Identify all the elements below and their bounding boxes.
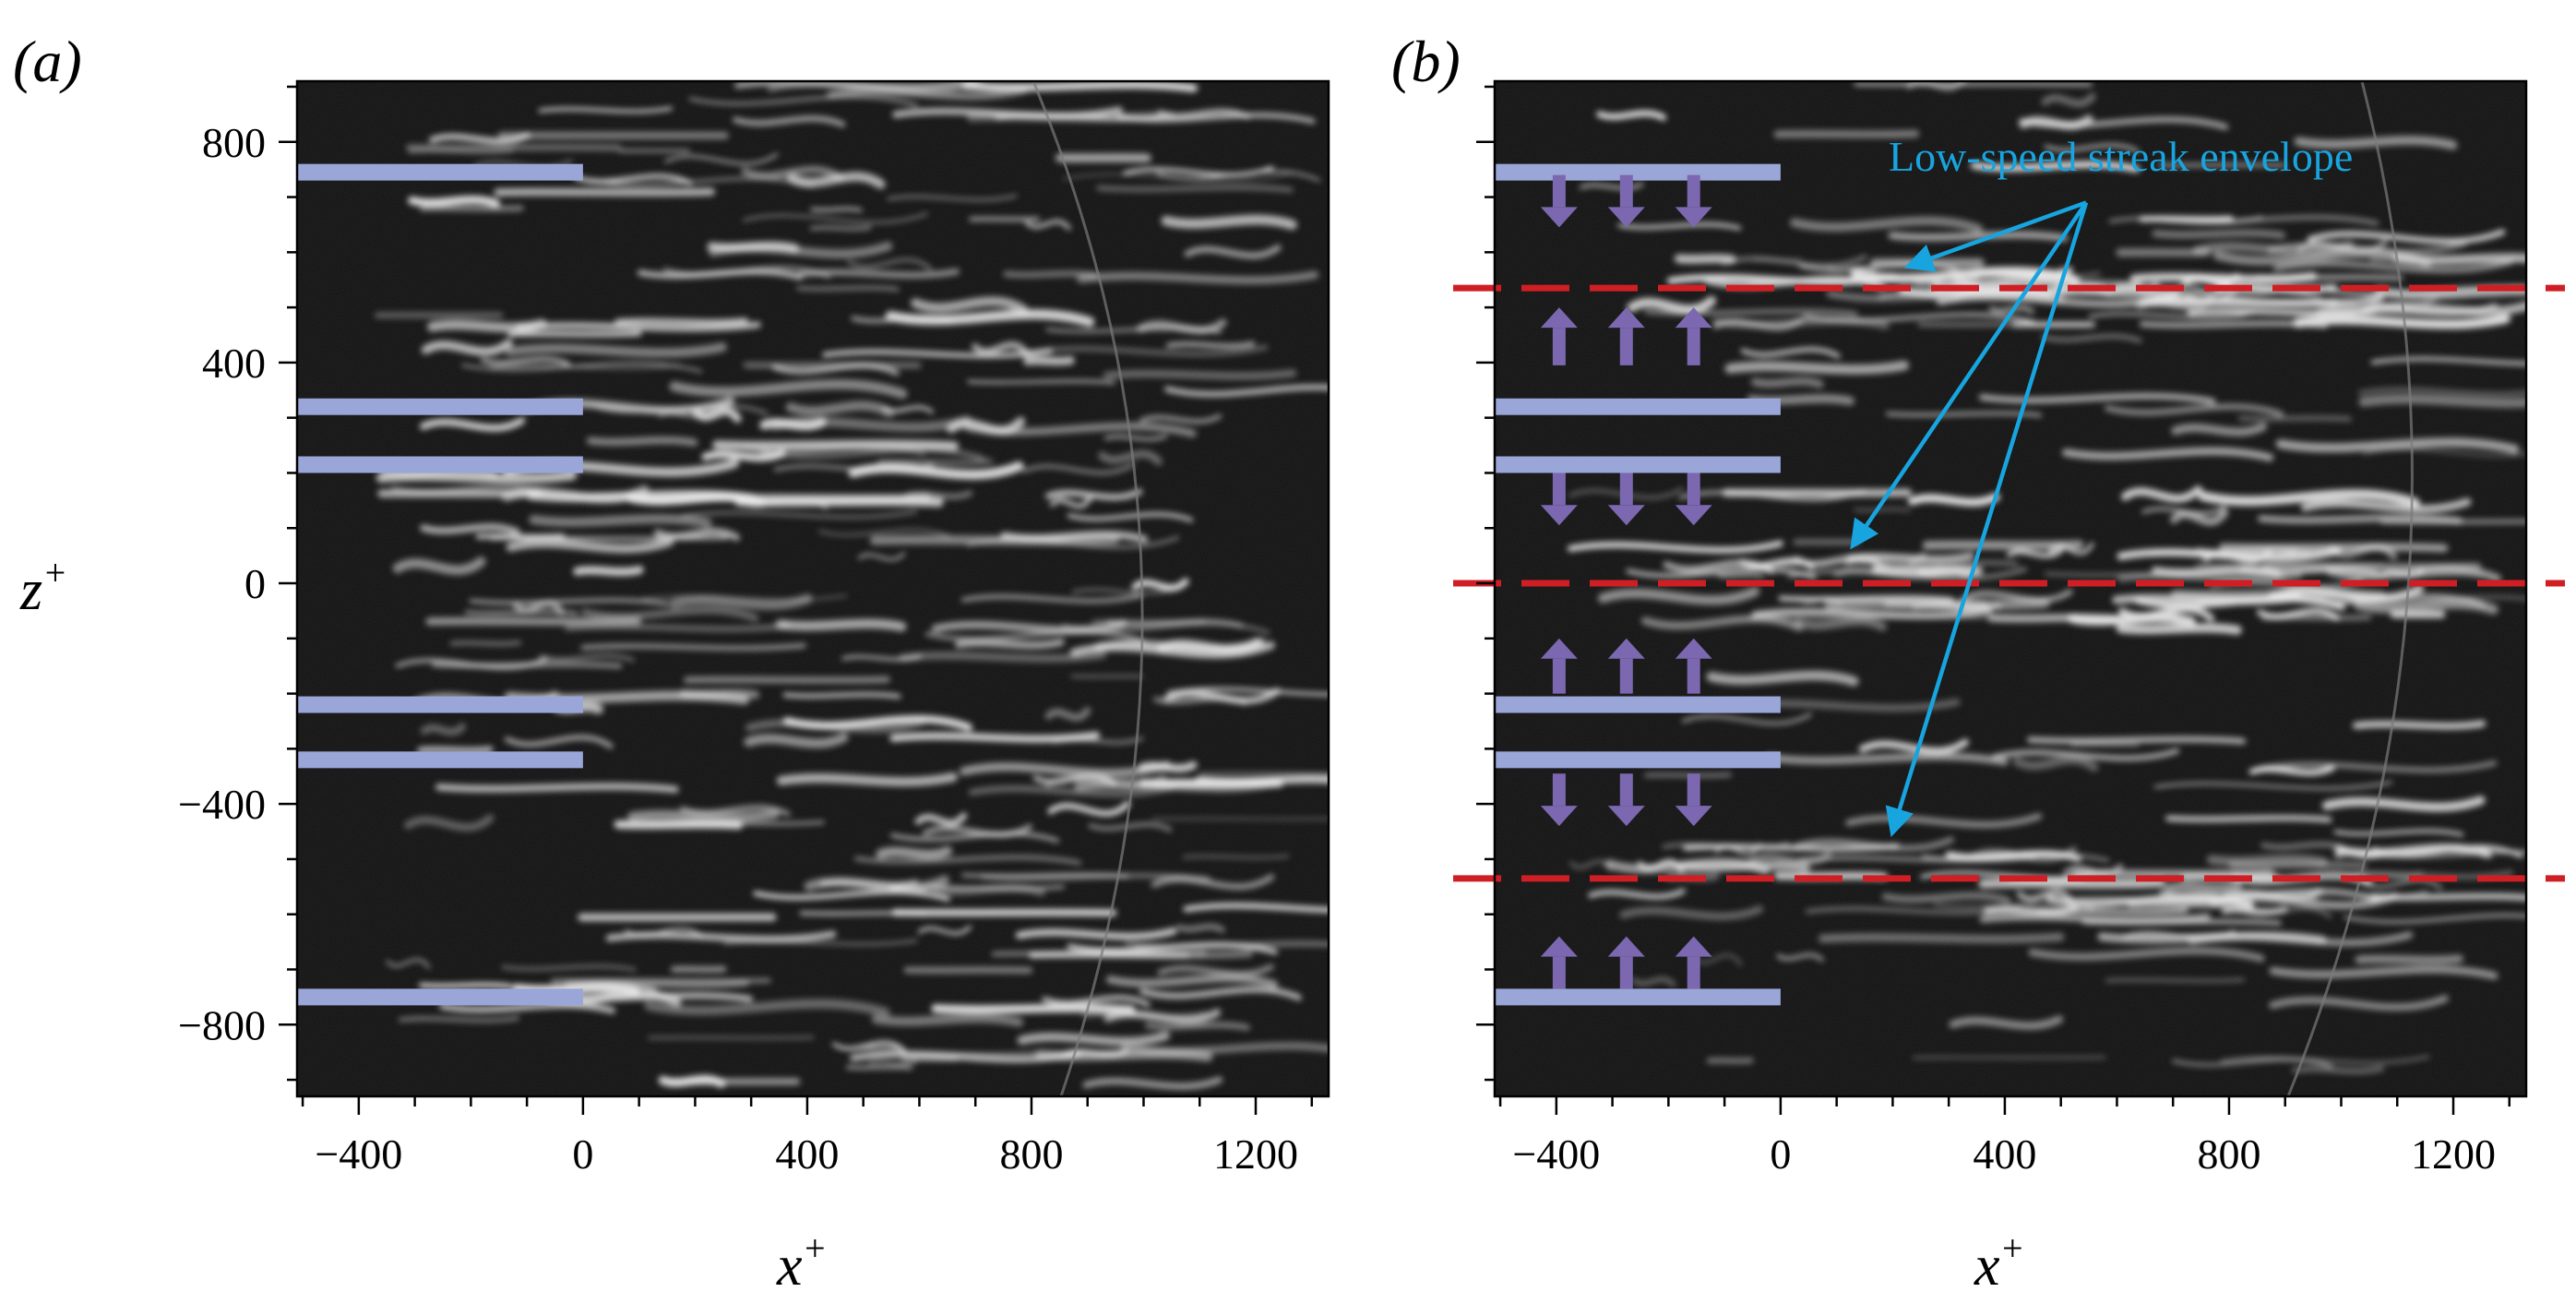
flow-arrow-head [1540,806,1578,827]
x-tick-label: 800 [2197,1131,2260,1178]
panel-a-image [297,81,1329,1096]
x-tick-label: −400 [1512,1131,1600,1178]
actuator-strip [1495,988,1781,1006]
flow-arrow-head [1607,638,1645,659]
y-tick-label: 800 [202,119,266,166]
panel-a-ylabel: z+ [19,552,67,622]
actuator-strip [297,696,583,713]
flow-arrow-head [1540,638,1578,659]
x-tick-label: 1200 [1213,1131,1298,1178]
actuator-strip [1495,696,1781,713]
y-tick-label: 400 [202,340,266,387]
axes-frame [295,79,1330,1098]
x-tick-label: 0 [1770,1131,1791,1178]
panel-a-xlabel-text: x [776,1235,803,1298]
panel-b-flow-arrows [1540,174,1712,989]
flow-arrow-head [1540,207,1578,228]
x-tick-label: 1200 [2411,1131,2496,1178]
panel-b-axes: −400 0 400 800 1200 [1476,79,2528,1178]
panel-b-xlabel: x+ [1974,1227,2025,1298]
flow-arrow-head [1607,936,1645,957]
panel-b-xlabel-sup: + [2000,1227,2025,1269]
panel-a-xlabel-sup: + [803,1227,828,1269]
flow-arrow-head [1675,936,1712,957]
flow-arrow-head [1675,638,1712,659]
flow-arrow-head [1675,207,1712,228]
panel-b-grain [1495,81,2526,1096]
panel-a-grain [297,81,1329,1096]
panel-a-actuators [297,163,583,1006]
panel-a-xlabel: x+ [776,1227,828,1298]
panel-b-xlabel-text: x [1974,1235,2000,1298]
actuator-strip [1495,456,1781,473]
panel-a-axes: −400 0 400 800 1200 800 400 0 −400 −800 [178,79,1330,1178]
actuator-strip [297,988,583,1006]
panel-b-wall-arc [2286,81,2414,1096]
x-tick-label: 800 [999,1131,1063,1178]
y-tick-label: −800 [178,1001,266,1048]
panel-b-annotation-arrows [1850,200,2089,838]
flow-arrow-head [1675,307,1712,329]
panel-b: (b) Low-speed streak envelope −400 0 400 80… [1391,29,2565,1298]
flow-arrow-head [1607,505,1645,526]
panel-a-label: (a) [13,29,82,94]
flow-arrow-head [1540,936,1578,957]
flow-arrow-head [1675,505,1712,526]
actuator-strip [1495,163,1781,181]
flow-arrow-head [1540,307,1578,329]
flow-arrow-head [1675,806,1712,827]
actuator-strip [297,751,583,769]
panel-b-label: (b) [1391,29,1461,94]
x-tick-label: 400 [775,1131,839,1178]
annotation-arrow [1903,200,2087,272]
flow-arrow-head [1540,505,1578,526]
panel-a-ylabel-sup: + [42,552,67,593]
x-tick-label: −400 [315,1131,402,1178]
panel-b-envelope-lines [1453,284,2565,882]
actuator-strip [1495,751,1781,769]
y-tick-label: −400 [178,781,266,828]
flow-arrow-head [1607,806,1645,827]
panel-b-image [1495,81,2526,1096]
flow-arrow-head [1607,307,1645,329]
panel-a-ylabel-text: z [19,559,42,622]
panel-b-actuators [1495,163,1781,1006]
actuator-strip [297,163,583,181]
flow-arrow-head [1607,207,1645,228]
annotation-arrow [1850,201,2088,550]
panel-b-annotation: Low-speed streak envelope [1889,133,2353,180]
x-tick-label: 400 [1973,1131,2036,1178]
actuator-strip [297,456,583,473]
actuator-strip [297,398,583,415]
x-tick-label: 0 [572,1131,593,1178]
annotation-arrow [1885,201,2089,838]
actuator-strip [1495,398,1781,415]
axes-frame [1493,79,2528,1098]
y-tick-label: 0 [244,560,266,607]
panel-a-wall-arc [1032,81,1144,1096]
